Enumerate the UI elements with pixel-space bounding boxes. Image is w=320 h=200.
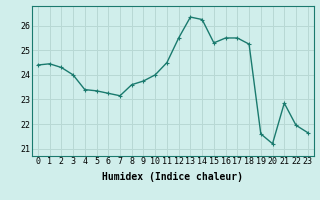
X-axis label: Humidex (Indice chaleur): Humidex (Indice chaleur) xyxy=(102,172,243,182)
